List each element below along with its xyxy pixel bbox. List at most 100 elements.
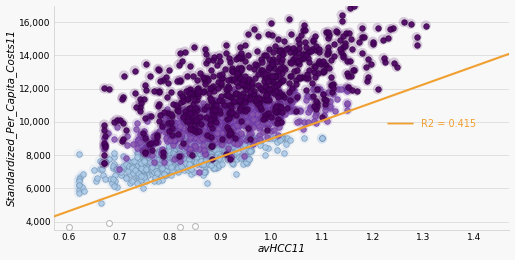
Point — [118, 97, 127, 101]
Point — [162, 117, 170, 121]
Point — [204, 91, 213, 95]
Point — [324, 49, 333, 53]
Point — [239, 106, 247, 110]
Point — [233, 125, 242, 129]
Point — [214, 86, 222, 90]
Point — [212, 111, 220, 115]
Point — [249, 92, 258, 96]
Point — [243, 122, 251, 126]
Point — [142, 167, 150, 171]
Point — [344, 74, 352, 78]
Point — [311, 65, 319, 69]
Point — [266, 91, 274, 95]
Point — [275, 81, 283, 85]
Point — [222, 141, 231, 145]
Point — [261, 145, 269, 149]
Point — [243, 154, 251, 158]
Point — [313, 87, 321, 91]
Point — [264, 107, 272, 111]
Point — [255, 107, 263, 111]
Point — [267, 64, 275, 68]
Point — [165, 150, 174, 154]
Point — [168, 162, 176, 166]
Point — [280, 95, 288, 99]
Point — [343, 87, 351, 91]
Point — [185, 131, 193, 135]
Point — [227, 155, 235, 159]
Point — [144, 114, 152, 118]
Point — [151, 169, 160, 173]
Point — [276, 115, 284, 120]
Point — [204, 116, 213, 120]
Point — [75, 183, 83, 187]
Point — [278, 93, 286, 97]
Point — [163, 129, 171, 134]
Point — [321, 103, 329, 108]
Point — [164, 114, 173, 118]
Point — [338, 19, 347, 23]
Point — [187, 167, 195, 171]
Point — [234, 99, 242, 103]
Point — [164, 81, 172, 85]
Point — [175, 156, 183, 160]
Point — [302, 75, 311, 80]
Point — [154, 67, 162, 71]
Point — [253, 112, 262, 116]
Point — [157, 151, 165, 155]
Point — [112, 118, 121, 122]
Point — [237, 131, 245, 135]
Point — [228, 161, 236, 165]
Point — [194, 135, 202, 139]
Point — [143, 148, 151, 153]
Point — [207, 154, 215, 158]
Point — [291, 97, 299, 101]
Point — [227, 105, 235, 109]
Point — [270, 109, 279, 113]
Point — [207, 68, 215, 72]
Point — [292, 82, 300, 86]
Point — [139, 186, 147, 190]
Point — [158, 147, 166, 151]
Point — [206, 121, 214, 126]
Point — [318, 136, 326, 141]
Point — [264, 146, 272, 150]
Point — [194, 124, 202, 128]
Point — [171, 168, 179, 172]
Point — [198, 137, 207, 141]
Point — [142, 88, 150, 92]
Point — [229, 87, 237, 91]
Point — [254, 136, 262, 141]
Point — [237, 136, 246, 141]
Point — [206, 120, 214, 124]
Point — [253, 63, 261, 67]
Point — [193, 120, 201, 124]
Point — [301, 28, 310, 32]
Point — [224, 118, 232, 122]
Point — [214, 165, 222, 169]
Point — [186, 150, 194, 154]
Point — [253, 115, 262, 119]
Point — [186, 147, 195, 151]
Point — [244, 101, 252, 105]
Point — [214, 127, 222, 131]
Point — [197, 125, 205, 129]
Point — [201, 164, 210, 168]
Point — [295, 75, 303, 79]
Point — [233, 73, 241, 77]
Point — [174, 155, 182, 159]
Point — [281, 112, 289, 116]
Point — [191, 91, 199, 95]
Point — [271, 74, 279, 78]
Point — [212, 147, 220, 151]
Point — [224, 93, 232, 97]
Point — [154, 168, 163, 172]
Point — [257, 139, 265, 144]
Point — [266, 74, 274, 78]
Point — [139, 186, 147, 190]
Point — [195, 89, 203, 93]
Point — [275, 125, 283, 129]
Point — [176, 79, 184, 83]
Point — [215, 54, 224, 58]
Point — [253, 105, 262, 109]
Point — [296, 108, 304, 112]
